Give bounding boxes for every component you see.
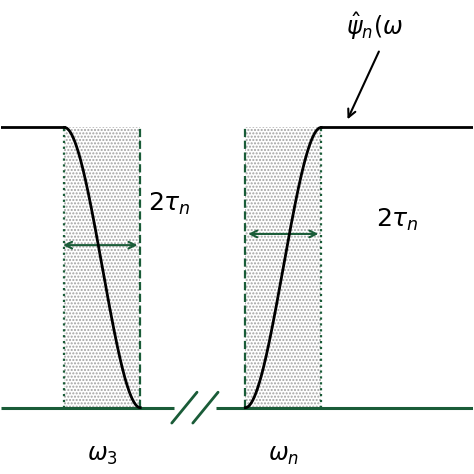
Text: $2\tau_n$: $2\tau_n$ <box>376 207 419 233</box>
Bar <box>246 128 321 408</box>
Text: $2\tau_n$: $2\tau_n$ <box>148 191 191 217</box>
Bar <box>64 128 140 408</box>
Text: $\omega_3$: $\omega_3$ <box>87 444 118 467</box>
Text: $\omega_n$: $\omega_n$ <box>268 444 299 467</box>
Text: $\hat{\psi}_n(\omega$: $\hat{\psi}_n(\omega$ <box>346 11 403 42</box>
